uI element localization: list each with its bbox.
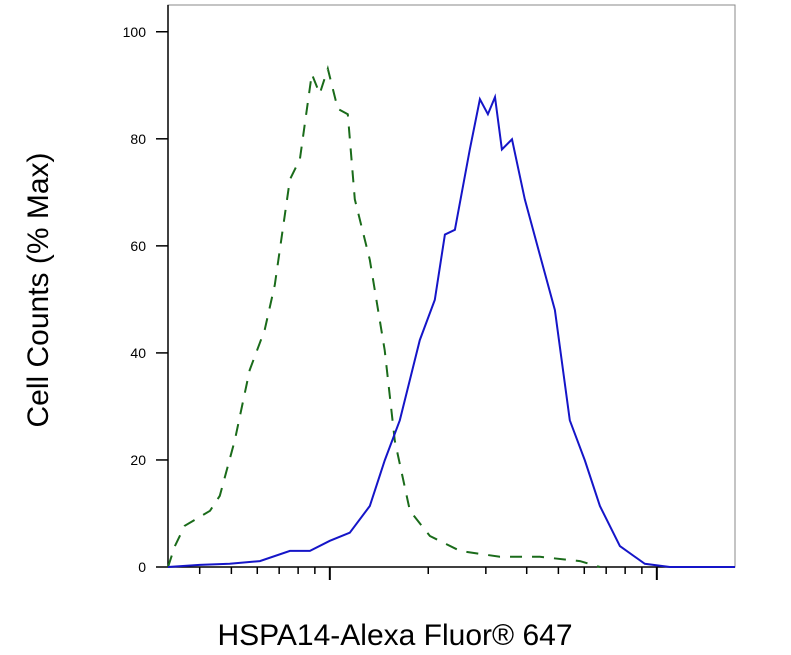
histogram-line <box>167 65 601 568</box>
histogram-line <box>167 93 735 568</box>
y-tick-label: 0 <box>138 559 146 575</box>
y-axis-title: Cell Counts (% Max) <box>22 152 55 427</box>
plot-frame <box>167 4 736 568</box>
x-axis-title: HSPA14-Alexa Fluor® 647 <box>217 619 572 652</box>
y-tick-label: 60 <box>130 238 146 254</box>
y-tick-label: 80 <box>130 131 146 147</box>
y-tick-label: 20 <box>130 452 146 468</box>
y-tick-label: 40 <box>130 345 146 361</box>
y-tick-label: 100 <box>123 24 147 40</box>
